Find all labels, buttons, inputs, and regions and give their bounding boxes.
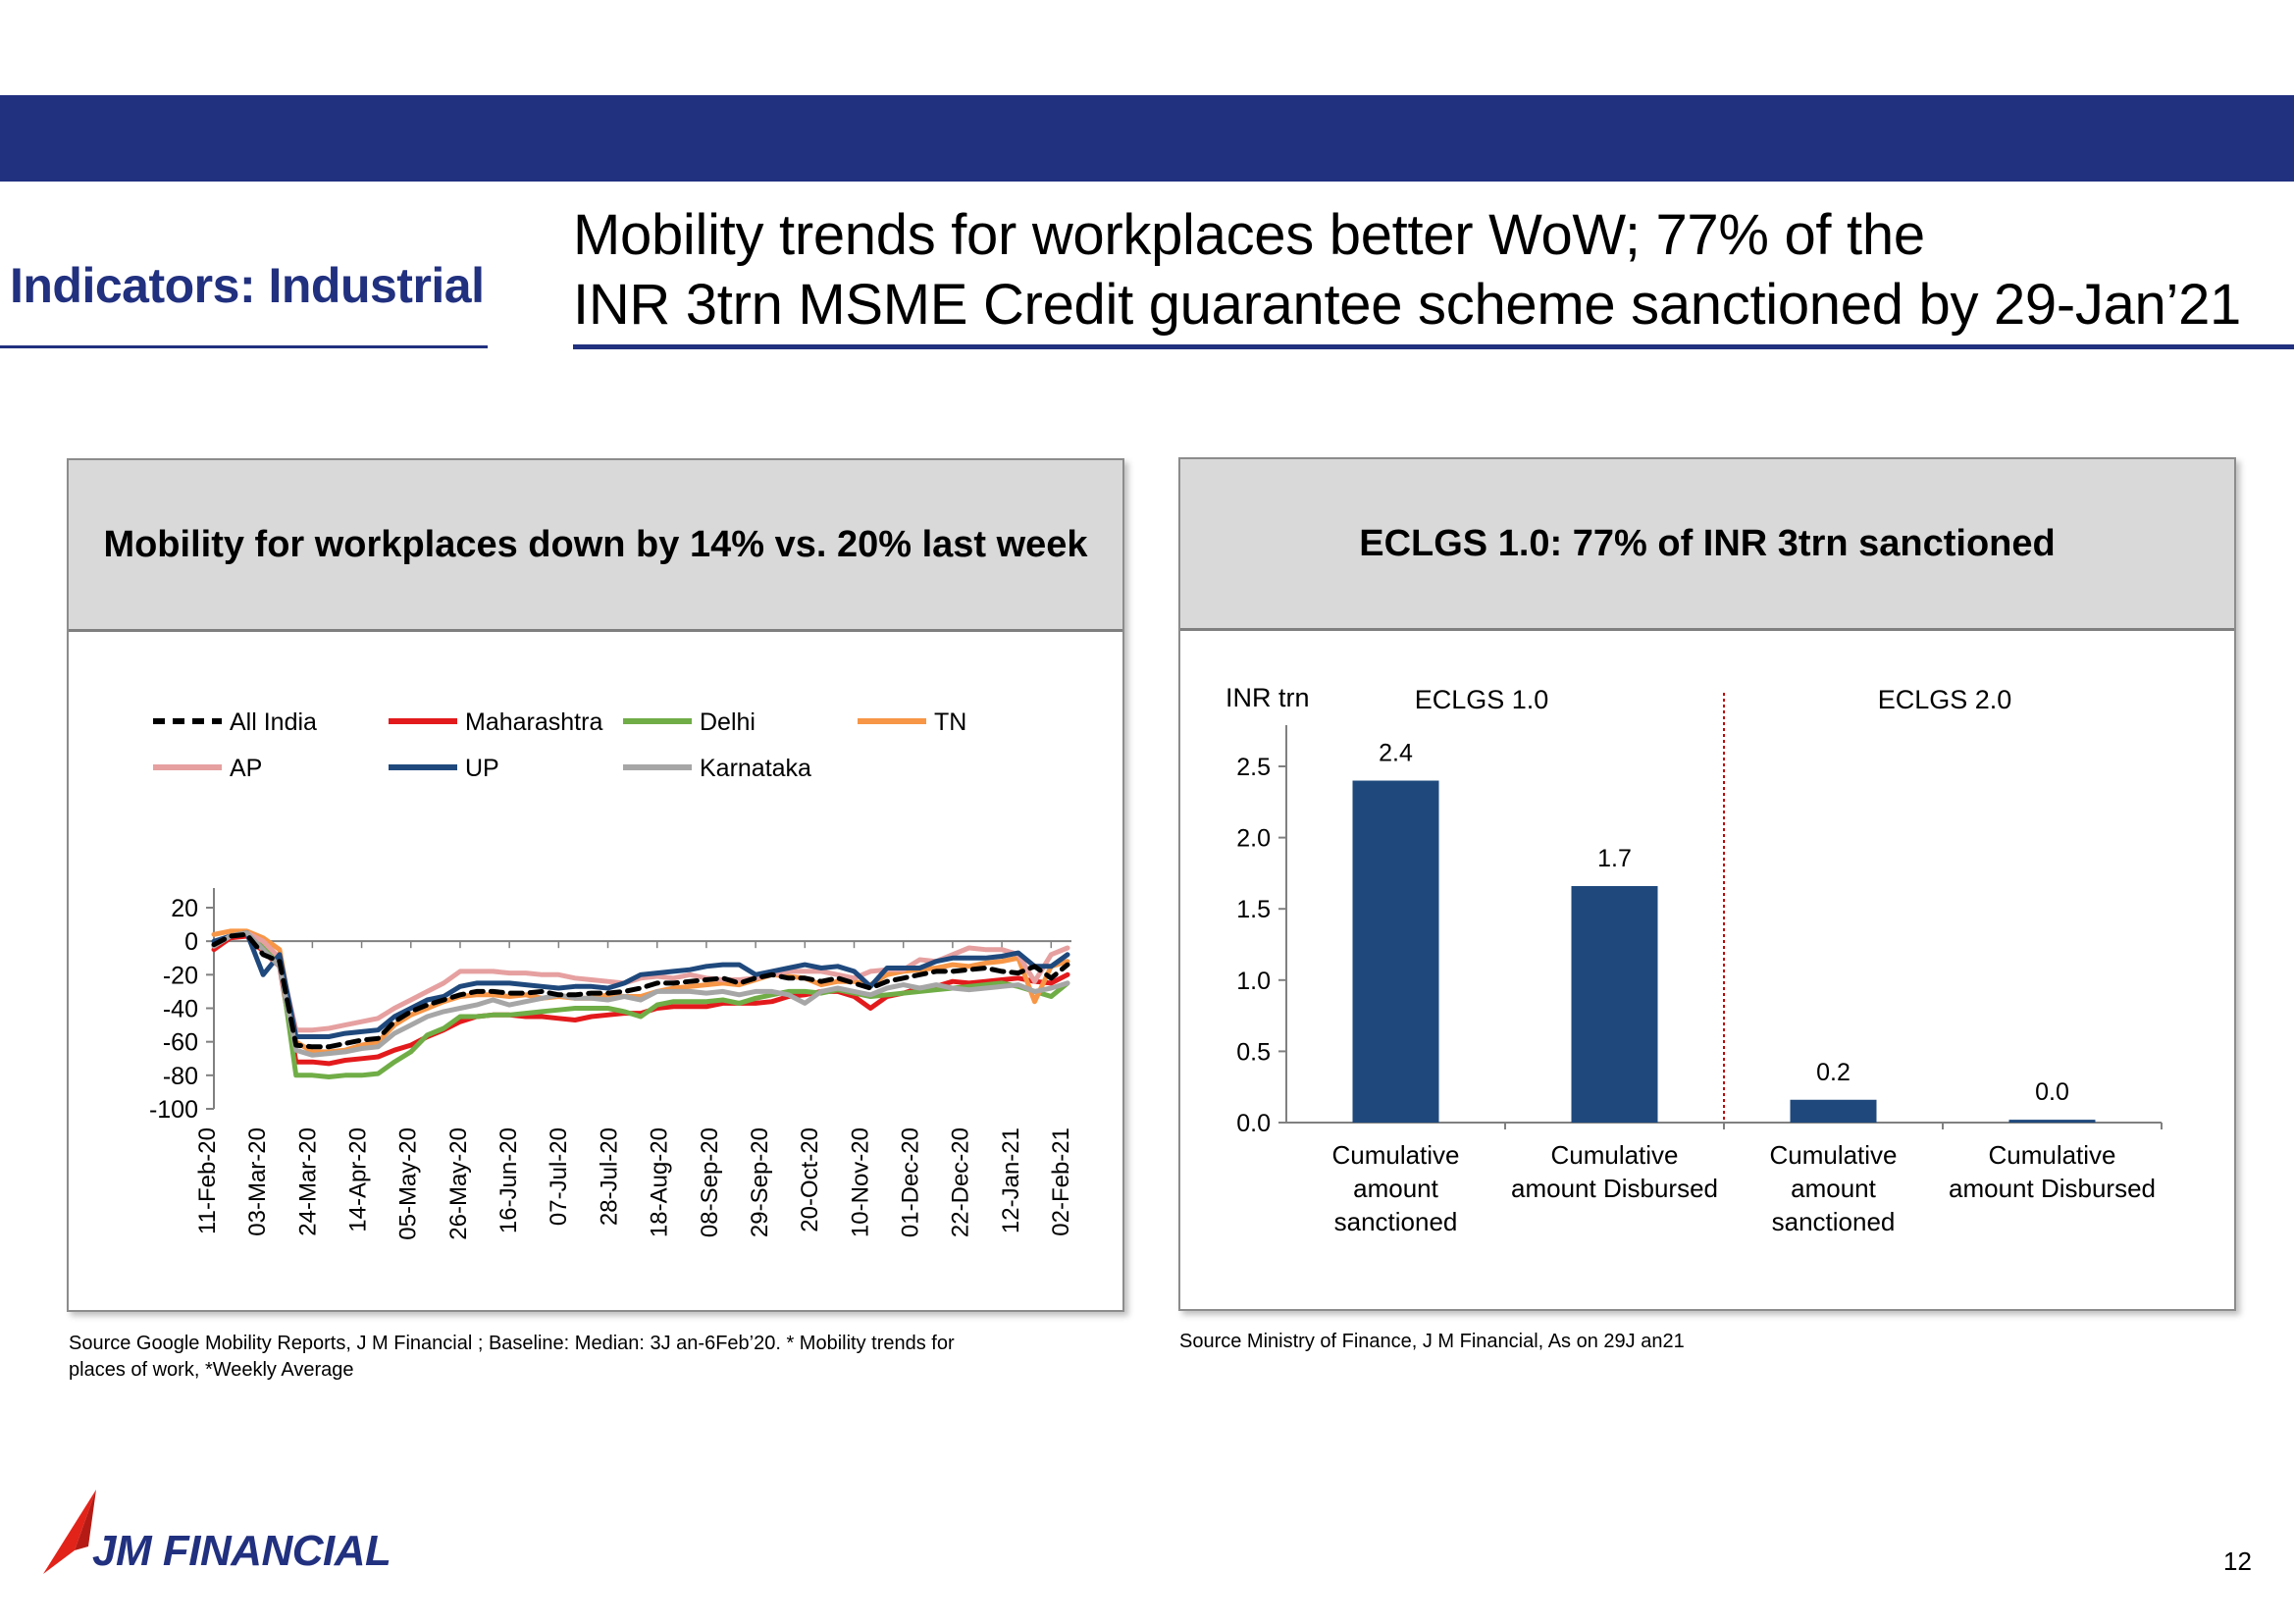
- eclgs-chart-panel: ECLGS 1.0: 77% of INR 3trn sanctioned IN…: [1178, 457, 2236, 1311]
- category-label-2-2: sanctioned: [1772, 1207, 1896, 1236]
- company-logo-text: JM FINANCIAL: [92, 1527, 391, 1575]
- bar-value-label-3: 0.0: [2035, 1078, 2069, 1106]
- category-label-0-0: Cumulative: [1331, 1140, 1459, 1170]
- x-tick-label-5: 26-May-20: [445, 1127, 472, 1240]
- legend-label-3: TN: [934, 708, 966, 736]
- y-tick-label-0: 20: [171, 895, 198, 922]
- headline-line-1: Mobility trends for workplaces better Wo…: [573, 203, 1925, 267]
- bar-y-tick-label-4: 2.0: [1236, 825, 1271, 853]
- y-tick-label-5: -80: [163, 1063, 198, 1090]
- x-tick-label-16: 12-Jan-21: [998, 1127, 1024, 1233]
- x-tick-label-1: 03-Mar-20: [244, 1127, 271, 1236]
- y-tick-label-2: -20: [163, 962, 198, 989]
- jm-financial-logo-icon: [43, 1490, 96, 1574]
- x-tick-label-6: 16-Jun-20: [495, 1127, 522, 1233]
- group-label-0: ECLGS 1.0: [1415, 685, 1549, 714]
- x-tick-label-7: 07-Jul-20: [546, 1127, 572, 1226]
- legend-label-1: Maharashtra: [465, 708, 602, 736]
- x-tick-label-13: 10-Nov-20: [847, 1127, 873, 1237]
- x-tick-label-10: 08-Sep-20: [697, 1127, 723, 1237]
- series-line-karnataka: [211, 930, 1070, 1058]
- bar-3: [2008, 1120, 2096, 1123]
- mobility-chart-title: Mobility for workplaces down by 14% vs. …: [69, 460, 1122, 632]
- series-line-ap: [211, 930, 1070, 1033]
- headline-underline: [573, 344, 2294, 349]
- eclgs-source-note: Source Ministry of Finance, J M Financia…: [1179, 1331, 1685, 1352]
- category-label-3-1: amount Disbursed: [1949, 1174, 2156, 1203]
- bar-y-tick-label-1: 0.5: [1236, 1038, 1271, 1066]
- x-tick-label-12: 20-Oct-20: [797, 1127, 823, 1232]
- bar-1: [1571, 885, 1658, 1123]
- x-tick-label-15: 22-Dec-20: [948, 1127, 974, 1237]
- category-label-2-1: amount: [1791, 1174, 1876, 1203]
- legend-label-0: All India: [230, 708, 317, 736]
- x-tick-label-3: 14-Apr-20: [345, 1127, 372, 1232]
- series-line-tn: [211, 928, 1070, 1055]
- x-tick-label-0: 11-Feb-20: [194, 1127, 221, 1234]
- series-line-delhi: [211, 930, 1070, 1079]
- y-tick-label-4: -60: [163, 1029, 198, 1057]
- eclgs-bar-chart: INR trn 0.0 0.5 1.0 1.5 2.0 2.5 ECLGS 1.0 ECLGS …: [1225, 683, 2163, 1236]
- bar-2: [1790, 1099, 1877, 1123]
- legend-label-6: Karnataka: [700, 755, 811, 782]
- bar-y-tick-label-0: 0.0: [1236, 1110, 1271, 1137]
- category-label-0-1: amount: [1353, 1174, 1438, 1203]
- x-tick-label-8: 28-Jul-20: [596, 1127, 622, 1226]
- x-tick-label-9: 18-Aug-20: [647, 1127, 673, 1237]
- x-tick-label-4: 05-May-20: [395, 1127, 422, 1240]
- eclgs-chart-title: ECLGS 1.0: 77% of INR 3trn sanctioned: [1180, 459, 2234, 631]
- mobility-source-note: Source Google Mobility Reports, J M Fina…: [69, 1331, 955, 1384]
- x-tick-label-2: 24-Mar-20: [294, 1127, 321, 1236]
- page-headline: Mobility trends for workplaces better Wo…: [573, 200, 2280, 340]
- x-tick-label-17: 02-Feb-21: [1048, 1127, 1074, 1236]
- mobility-line-chart: All India Maharashtra Delhi TN AP UP Karnataka…: [149, 708, 1074, 1240]
- y-tick-label-1: 0: [184, 928, 198, 956]
- bar-value-label-0: 2.4: [1379, 740, 1413, 767]
- bar-y-tick-label-5: 2.5: [1236, 754, 1271, 781]
- legend-label-5: UP: [465, 755, 499, 782]
- bar-value-label-1: 1.7: [1597, 845, 1632, 872]
- category-label-2-0: Cumulative: [1769, 1140, 1897, 1170]
- mobility-source-line-2: places of work, *Weekly Average: [69, 1359, 354, 1381]
- legend-label-2: Delhi: [700, 708, 756, 736]
- bar-value-label-2: 0.2: [1816, 1059, 1851, 1086]
- header-band: [0, 95, 2294, 182]
- section-label: Indicators: Industrial: [10, 258, 485, 313]
- category-label-0-2: sanctioned: [1334, 1207, 1458, 1236]
- bar-y-tick-label-3: 1.5: [1236, 896, 1271, 923]
- series-line-all-india: [211, 931, 1070, 1050]
- y-tick-label-3: -40: [163, 996, 198, 1023]
- bar-y-tick-label-2: 1.0: [1236, 968, 1271, 995]
- group-label-1: ECLGS 2.0: [1878, 685, 2012, 714]
- headline-line-2: INR 3trn MSME Credit guarantee scheme sa…: [573, 273, 2242, 337]
- y-axis-label: INR trn: [1225, 683, 1310, 712]
- legend-label-4: AP: [230, 755, 262, 782]
- page-number: 12: [2223, 1546, 2252, 1576]
- mobility-source-line-1: Source Google Mobility Reports, J M Fina…: [69, 1333, 955, 1354]
- section-underline: [0, 345, 488, 348]
- mobility-chart-panel: Mobility for workplaces down by 14% vs. …: [67, 458, 1124, 1312]
- category-label-1-0: Cumulative: [1550, 1140, 1678, 1170]
- category-label-3-0: Cumulative: [1988, 1140, 2115, 1170]
- bar-0: [1352, 780, 1439, 1123]
- y-tick-label-6: -100: [149, 1096, 198, 1124]
- series-line-up: [211, 930, 1070, 1039]
- x-tick-label-14: 01-Dec-20: [897, 1127, 923, 1237]
- category-label-1-1: amount Disbursed: [1511, 1174, 1718, 1203]
- x-tick-label-11: 29-Sep-20: [747, 1127, 773, 1237]
